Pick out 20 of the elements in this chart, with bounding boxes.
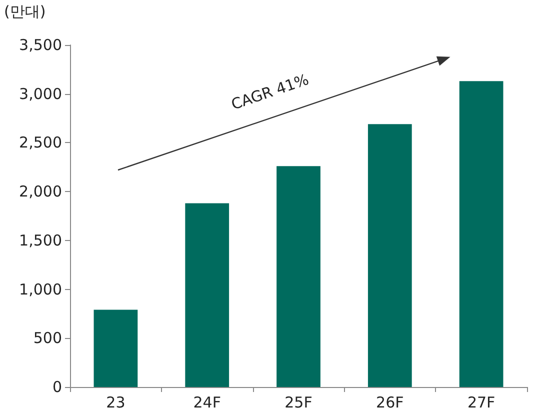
bar (276, 166, 320, 387)
bar (185, 203, 230, 387)
bar (368, 124, 412, 387)
y-axis-title: (만대) (4, 2, 46, 20)
x-tick-label: 26F (376, 394, 404, 412)
x-tick-label: 25F (284, 394, 312, 412)
y-tick-label: 0 (52, 378, 62, 396)
x-tick-label: 27F (467, 394, 496, 412)
x-tick-label: 23 (106, 394, 126, 412)
y-tick-label: 2,500 (19, 134, 62, 152)
x-tick-label: 24F (193, 394, 221, 412)
y-tick-label: 3,000 (19, 84, 62, 103)
y-tick-label: 2,000 (19, 182, 62, 201)
y-tick-label: 500 (33, 329, 62, 348)
bar (459, 81, 504, 387)
bar (94, 310, 138, 387)
y-tick-label: 1,000 (19, 280, 62, 298)
y-tick-label: 1,500 (19, 231, 62, 250)
y-tick-label: 3,500 (19, 36, 62, 54)
annotation: CAGR 41% (228, 70, 312, 114)
